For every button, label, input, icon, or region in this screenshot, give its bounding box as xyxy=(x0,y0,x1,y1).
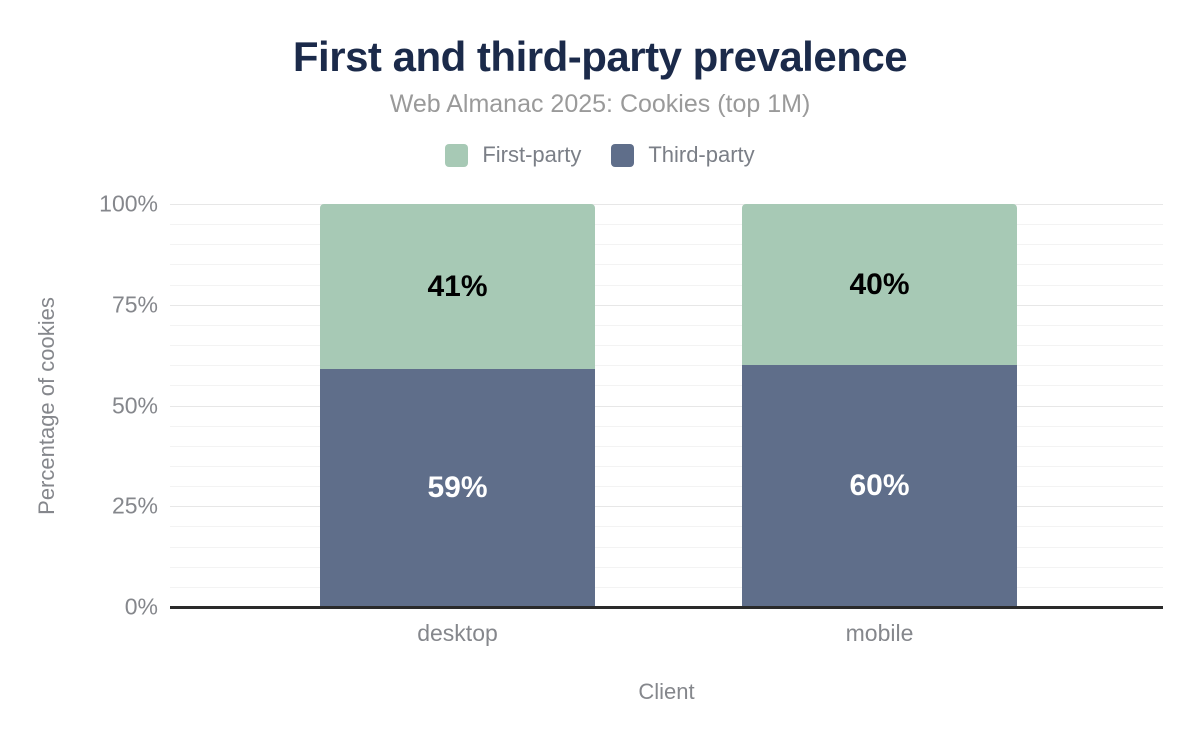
legend-swatch-third-party-icon xyxy=(611,143,635,167)
gridline-major xyxy=(170,506,1163,508)
bar-segment-desktop-first-party[interactable]: 41% xyxy=(320,204,595,370)
gridline-minor xyxy=(170,244,1163,246)
y-tick-label-50: 50% xyxy=(111,392,158,418)
gridline-minor xyxy=(170,324,1163,326)
bar-desktop[interactable]: 41% 59% xyxy=(320,204,595,607)
value-label-mobile-first-party: 40% xyxy=(849,267,910,301)
chart-subtitle: Web Almanac 2025: Cookies (top 1M) xyxy=(389,90,811,118)
legend-item-third-party[interactable]: Third-party xyxy=(611,142,755,168)
legend-item-first-party[interactable]: First-party xyxy=(445,142,581,168)
gridline-minor xyxy=(170,284,1163,286)
gridline-minor xyxy=(170,526,1163,528)
gridline-minor xyxy=(170,224,1163,226)
gridline-minor xyxy=(170,546,1163,548)
x-axis-title: Client xyxy=(638,679,695,704)
y-tick-label-100: 100% xyxy=(99,190,158,217)
y-tick-label-0: 0% xyxy=(124,593,158,620)
bar-segment-desktop-third-party[interactable]: 59% xyxy=(320,369,595,607)
legend-label-first-party: First-party xyxy=(482,142,582,167)
value-label-desktop-third-party: 59% xyxy=(427,471,488,505)
value-label-mobile-third-party: 60% xyxy=(849,469,910,503)
value-label-desktop-first-party: 41% xyxy=(427,269,488,303)
x-tick-label-desktop: desktop xyxy=(417,620,498,646)
x-tick-label-mobile: mobile xyxy=(845,620,914,646)
gridline-major xyxy=(170,304,1163,306)
y-tick-label-25: 25% xyxy=(111,492,158,519)
gridline-major xyxy=(170,204,1163,205)
bar-mobile[interactable]: 40% 60% xyxy=(742,204,1017,607)
bar-segment-mobile-first-party[interactable]: 40% xyxy=(742,204,1017,366)
plot-area: 41% 59% 40% 60% xyxy=(170,204,1163,609)
legend-swatch-first-party-icon xyxy=(445,143,469,167)
legend: First-party Third-party xyxy=(0,142,1200,168)
gridline-minor xyxy=(170,486,1163,488)
bar-segment-mobile-third-party[interactable]: 60% xyxy=(742,365,1017,607)
gridline-minor xyxy=(170,264,1163,266)
gridline-minor xyxy=(170,465,1163,467)
gridline-minor xyxy=(170,586,1163,588)
chart-title: First and third-party prevalence xyxy=(292,33,908,80)
x-axis-line xyxy=(170,606,1163,609)
legend-label-third-party: Third-party xyxy=(648,142,755,167)
gridline-minor xyxy=(170,425,1163,427)
gridline-minor xyxy=(170,566,1163,568)
gridline-minor xyxy=(170,365,1163,367)
y-tick-label-75: 75% xyxy=(111,291,158,318)
gridline-minor xyxy=(170,345,1163,347)
gridline-minor xyxy=(170,445,1163,447)
gridline-major xyxy=(170,405,1163,407)
gridline-minor xyxy=(170,385,1163,387)
